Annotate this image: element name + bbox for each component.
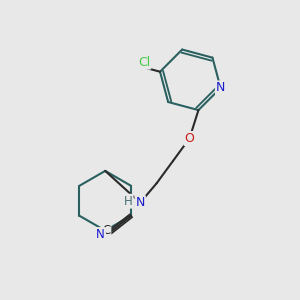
Text: O: O bbox=[184, 132, 194, 145]
Text: N: N bbox=[216, 81, 225, 94]
Text: Cl: Cl bbox=[138, 56, 150, 69]
Text: H: H bbox=[124, 195, 133, 208]
Text: N: N bbox=[136, 196, 145, 209]
Text: C: C bbox=[102, 224, 110, 237]
Text: N: N bbox=[96, 228, 105, 241]
